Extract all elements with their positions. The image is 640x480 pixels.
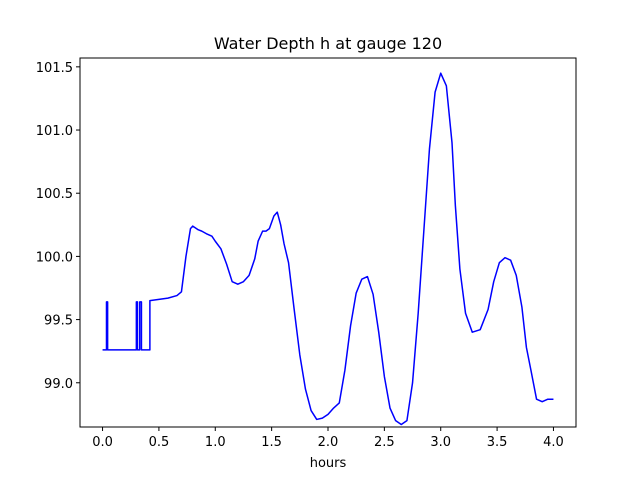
x-tick-label: 0.0 [92, 435, 113, 450]
y-tick-label: 100.5 [36, 187, 73, 202]
x-tick-label: 0.5 [149, 435, 170, 450]
y-tick-label: 101.5 [36, 61, 73, 76]
y-tick-label: 99.0 [44, 377, 73, 392]
x-tick-label: 4.0 [543, 435, 564, 450]
y-tick-label: 99.5 [44, 314, 73, 329]
chart-title: Water Depth h at gauge 120 [214, 34, 442, 53]
y-tick-label: 101.0 [36, 124, 73, 139]
x-axis: 0.0 0.5 1.0 1.5 2.0 2.5 3.0 3.5 4.0 [92, 427, 564, 450]
x-tick-label: 1.5 [261, 435, 282, 450]
y-tick-label: 100.0 [36, 250, 73, 265]
x-tick-label: 3.0 [430, 435, 451, 450]
x-axis-label: hours [310, 456, 347, 471]
x-tick-label: 1.0 [205, 435, 226, 450]
y-axis: 99.0 99.5 100.0 100.5 101.0 101.5 [36, 61, 80, 392]
x-tick-label: 2.0 [318, 435, 339, 450]
series-layer [102, 72, 554, 426]
plot-frame [79, 57, 577, 428]
x-tick-label: 2.5 [374, 435, 395, 450]
series-line [102, 72, 554, 426]
plot-area [80, 58, 576, 427]
x-tick-label: 3.5 [487, 435, 508, 450]
